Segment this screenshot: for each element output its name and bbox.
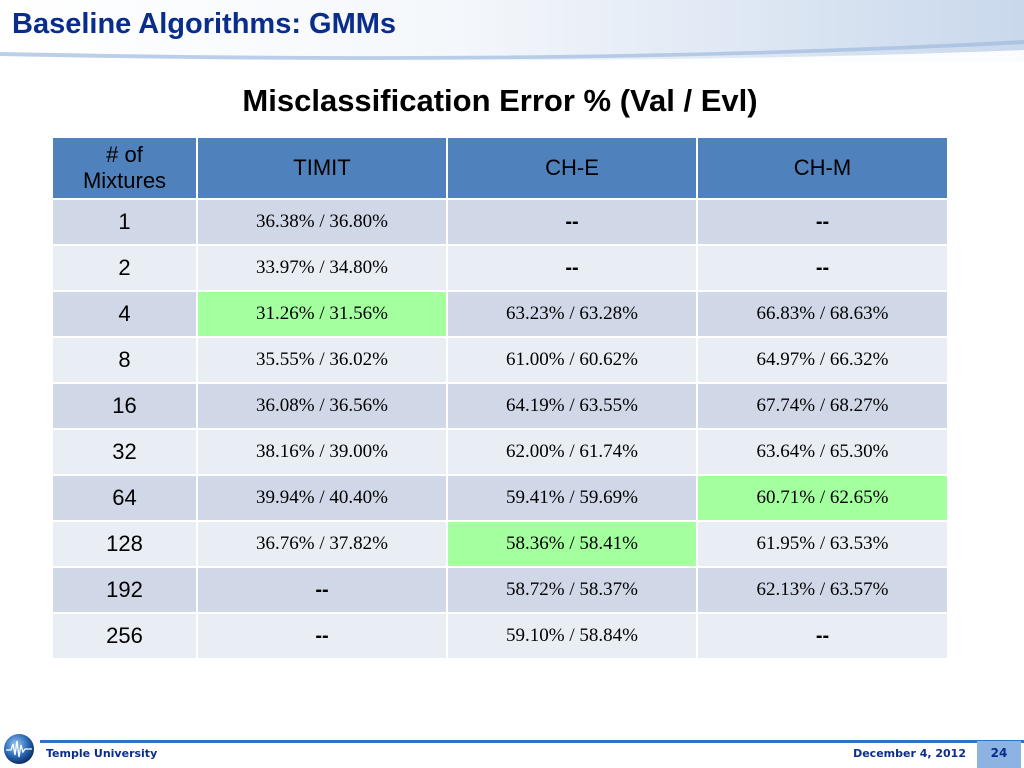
che-cell-best: 58.36% / 58.41% — [446, 520, 698, 568]
mixtures-cell: 4 — [51, 290, 198, 338]
timit-cell-best: 31.26% / 31.56% — [196, 290, 448, 338]
slide-title: Baseline Algorithms: GMMs — [12, 8, 397, 40]
che-cell: 63.23% / 63.28% — [446, 290, 698, 338]
chm-cell: 64.97% / 66.32% — [696, 336, 949, 384]
chm-cell: -- — [696, 612, 949, 660]
table-row: 256 -- 59.10% / 58.84% -- — [51, 612, 949, 660]
che-cell: 59.41% / 59.69% — [446, 474, 698, 522]
page-number: 24 — [977, 741, 1021, 768]
table-row: 2 33.97% / 34.80% -- -- — [51, 244, 949, 292]
footer-divider — [40, 740, 1024, 743]
table-row: 64 39.94% / 40.40% 59.41% / 59.69% 60.71… — [51, 474, 949, 522]
header-che: CH-E — [446, 136, 698, 200]
mixtures-cell: 192 — [51, 566, 198, 614]
chm-cell: 63.64% / 65.30% — [696, 428, 949, 476]
che-cell: 59.10% / 58.84% — [446, 612, 698, 660]
chm-cell: 67.74% / 68.27% — [696, 382, 949, 430]
chm-cell: 61.95% / 63.53% — [696, 520, 949, 568]
table-row: 32 38.16% / 39.00% 62.00% / 61.74% 63.64… — [51, 428, 949, 476]
table-title: Misclassification Error % (Val / Evl) — [242, 83, 758, 118]
table-row: 1 36.38% / 36.80% -- -- — [51, 198, 949, 246]
timit-cell: -- — [196, 612, 448, 660]
timit-cell: -- — [196, 566, 448, 614]
timit-cell: 36.08% / 36.56% — [196, 382, 448, 430]
chm-cell: -- — [696, 198, 949, 246]
header-mixtures: # of Mixtures — [51, 136, 198, 200]
footer-organization: Temple University — [46, 747, 158, 760]
timit-cell: 35.55% / 36.02% — [196, 336, 448, 384]
mixtures-cell: 1 — [51, 198, 198, 246]
table-row: 128 36.76% / 37.82% 58.36% / 58.41% 61.9… — [51, 520, 949, 568]
table-row: 8 35.55% / 36.02% 61.00% / 60.62% 64.97%… — [51, 336, 949, 384]
mixtures-cell: 2 — [51, 244, 198, 292]
che-cell: -- — [446, 244, 698, 292]
chm-cell: -- — [696, 244, 949, 292]
che-cell: 61.00% / 60.62% — [446, 336, 698, 384]
globe-icon — [4, 734, 34, 764]
mixtures-cell: 128 — [51, 520, 198, 568]
timit-cell: 36.76% / 37.82% — [196, 520, 448, 568]
timit-cell: 33.97% / 34.80% — [196, 244, 448, 292]
mixtures-cell: 8 — [51, 336, 198, 384]
table-row: 4 31.26% / 31.56% 63.23% / 63.28% 66.83%… — [51, 290, 949, 338]
header-chm: CH-M — [696, 136, 949, 200]
chm-cell: 66.83% / 68.63% — [696, 290, 949, 338]
header-timit: TIMIT — [196, 136, 448, 200]
che-cell: 64.19% / 63.55% — [446, 382, 698, 430]
header-swoosh — [0, 40, 1024, 62]
mixtures-cell: 32 — [51, 428, 198, 476]
che-cell: 58.72% / 58.37% — [446, 566, 698, 614]
mixtures-cell: 64 — [51, 474, 198, 522]
chm-cell-best: 60.71% / 62.65% — [696, 474, 949, 522]
results-table: # of Mixtures TIMIT CH-E CH-M 1 36.38% /… — [51, 136, 949, 660]
che-cell: -- — [446, 198, 698, 246]
chm-cell: 62.13% / 63.57% — [696, 566, 949, 614]
header-row: # of Mixtures TIMIT CH-E CH-M — [51, 136, 949, 200]
che-cell: 62.00% / 61.74% — [446, 428, 698, 476]
mixtures-cell: 256 — [51, 612, 198, 660]
header-band — [0, 0, 1024, 62]
mixtures-cell: 16 — [51, 382, 198, 430]
timit-cell: 38.16% / 39.00% — [196, 428, 448, 476]
timit-cell: 39.94% / 40.40% — [196, 474, 448, 522]
footer-date: December 4, 2012 — [853, 747, 966, 760]
timit-cell: 36.38% / 36.80% — [196, 198, 448, 246]
table-row: 16 36.08% / 36.56% 64.19% / 63.55% 67.74… — [51, 382, 949, 430]
table-row: 192 -- 58.72% / 58.37% 62.13% / 63.57% — [51, 566, 949, 614]
